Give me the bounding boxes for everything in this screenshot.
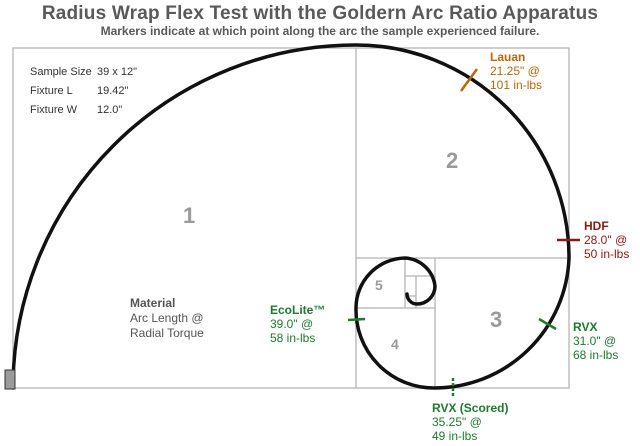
material-length: 31.0" @ [573,334,617,348]
spec-label: Fixture W [30,104,78,116]
material-name: RVX (Scored) [432,401,509,415]
legend-heading: Material [130,296,176,310]
material-length: 35.25" @ [432,415,482,429]
section-number-2: 2 [446,148,459,173]
spec-value: 12.0" [97,104,123,116]
material-length: 28.0" @ [584,233,628,247]
material-torque: 68 in-lbs [573,348,619,362]
legend-line-1: Arc Length @ [130,311,204,325]
page-subtitle: Markers indicate at which point along th… [100,24,540,38]
golden-spiral [11,43,571,390]
ecolite-marker [347,317,366,322]
rvx-marker [538,317,557,331]
fixture-block [4,369,16,390]
section-number-4: 4 [391,336,399,352]
material-name: RVX [573,320,598,334]
material-name: Lauan [490,50,526,64]
material-label-rvx: RVX 31.0" @ 68 in-lbs [573,320,618,362]
material-name: EcoLite™ [270,303,326,317]
golden-grid [12,47,570,389]
page-title: Radius Wrap Flex Test with the Goldern A… [41,3,599,24]
spec-value: 39 x 12" [97,66,137,78]
lauan-marker [459,68,479,92]
material-torque: 50 in-lbs [584,247,630,261]
material-name: HDF [584,219,609,233]
material-length: 21.25" @ [490,64,540,78]
legend: Material Arc Length @ Radial Torque [130,296,204,341]
section-number-1: 1 [183,203,196,228]
legend-line-2: Radial Torque [130,326,204,340]
section-number-5: 5 [375,277,383,293]
material-length: 39.0" @ [270,317,314,331]
material-torque: 49 in-lbs [432,429,478,443]
spec-value: 19.42" [97,85,129,97]
spec-label: Sample Size [30,66,92,78]
material-label-rvx-scored: RVX (Scored) 35.25" @ 49 in-lbs [432,401,508,443]
spec-label: Fixture L [30,85,73,97]
outer-frame [12,47,570,389]
material-label-ecolite: EcoLite™ 39.0" @ 58 in-lbs [270,303,346,345]
material-torque: 58 in-lbs [270,331,316,345]
material-label-hdf: HDF 28.0" @ 50 in-lbs [584,219,629,261]
material-torque: 101 in-lbs [490,78,543,92]
material-label-lauan: Lauan 21.25" @ 101 in-lbs [490,50,542,92]
section-number-3: 3 [490,307,503,332]
